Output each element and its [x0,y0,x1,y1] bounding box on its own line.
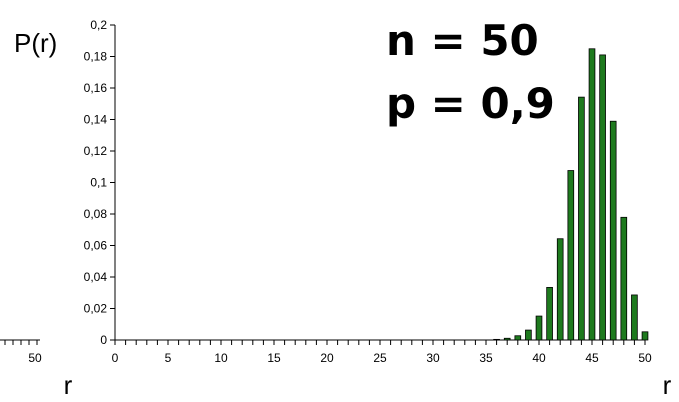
y-tick-label: 0,14 [84,113,108,127]
x-tick-label: 25 [373,351,387,365]
y-tick-label: 0,18 [84,50,108,64]
annotation-n: n = 50 [386,16,539,65]
bar [609,120,617,341]
bar [546,286,553,341]
y-axis-label: P(r) [14,28,57,58]
bar [567,170,575,341]
bar [599,54,606,341]
x-axis-ticks: 0 5 10 15 20 25 30 35 40 45 50 [112,340,652,365]
left-partial-axis-label: r [64,370,73,400]
x-tick-label: 35 [479,351,493,365]
bars [493,48,649,341]
bar [525,329,532,341]
x-tick-label: 40 [532,351,546,365]
bar [588,48,596,341]
y-axis-ticks: 0 0,02 0,04 0,06 0,08 0,1 0,12 0,14 0,16 0,18 0,2 [84,18,115,347]
y-tick-label: 0,16 [84,81,108,95]
x-tick-label: 15 [267,351,281,365]
bar [578,96,585,341]
x-tick-label: 10 [214,351,228,365]
left-partial-chart: 50 r [0,339,73,400]
bar [503,337,511,341]
bar [631,294,638,341]
x-tick-label: 45 [585,351,599,365]
y-tick-label: 0,06 [84,239,108,253]
bar [514,335,522,341]
y-tick-label: 0,04 [84,270,108,284]
x-axis-label: r [663,370,672,400]
y-tick-label: 0,1 [90,176,107,190]
x-tick-label: 5 [165,351,172,365]
x-tick-label: 20 [320,351,334,365]
x-tick-label: 0 [112,351,119,365]
bar [556,238,564,341]
x-tick-label: 30 [426,351,440,365]
y-tick-label: 0,2 [90,18,107,32]
y-tick-label: 0,12 [84,144,108,158]
bar [535,315,543,341]
annotation-p: p = 0,9 [386,79,555,128]
y-tick-label: 0 [100,333,107,347]
y-tick-label: 0,08 [84,207,108,221]
bar [493,338,500,341]
bar [641,331,649,341]
bar [620,216,628,341]
plot-area: 00,020,040,060,080,10,120,140,160,180,2 … [84,18,652,365]
x-tick-label: 50 [638,351,652,365]
left-partial-tick-label: 50 [28,351,42,365]
y-tick-label: 0,02 [84,302,108,316]
